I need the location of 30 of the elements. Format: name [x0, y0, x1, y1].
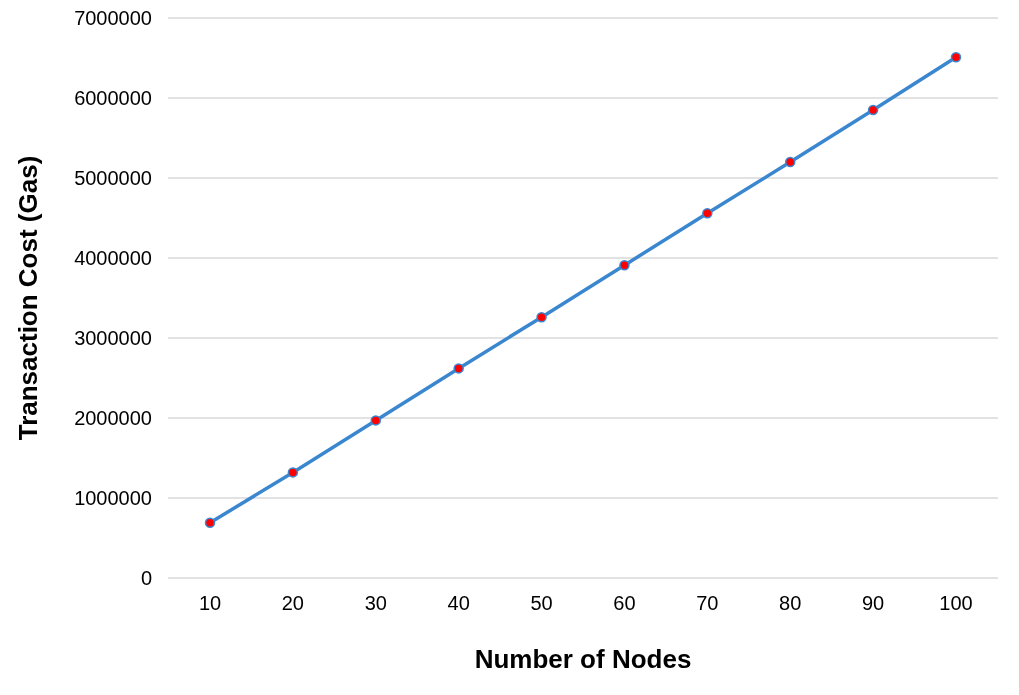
y-tick-label: 3000000: [74, 327, 152, 350]
x-tick-label: 60: [613, 592, 636, 615]
point: [867, 104, 879, 116]
x-axis-title: Number of Nodes: [474, 644, 692, 674]
x-tick-label: 70: [696, 592, 719, 615]
y-tick-label: 7000000: [74, 7, 152, 30]
x-tick-label: 30: [364, 592, 387, 615]
x-tick-label: 40: [447, 592, 470, 615]
x-tick-label: 10: [198, 592, 222, 615]
point: [453, 363, 464, 374]
point: [536, 311, 547, 323]
y-tick-label: 4000000: [74, 247, 152, 270]
x-tick-label: 80: [779, 592, 802, 615]
x-tick-label: 20: [281, 592, 305, 615]
x-tick-label: 50: [530, 592, 553, 615]
point: [619, 259, 630, 271]
point: [287, 467, 299, 478]
x-tick-label: 90: [861, 592, 885, 615]
point: [204, 517, 216, 529]
point: [370, 415, 382, 426]
y-tick-label: 2000000: [74, 407, 152, 430]
x-tick-label: 100: [939, 592, 973, 615]
point: [950, 51, 962, 63]
point: [784, 156, 796, 168]
y-tick-label: 6000000: [74, 87, 152, 110]
y-tick-label: 1000000: [74, 487, 152, 510]
point: [702, 207, 713, 219]
y-tick-label: 0: [140, 567, 152, 590]
y-tick-label: 5000000: [74, 167, 152, 190]
y-axis-title: Transaction Cost (Gas): [13, 155, 44, 441]
